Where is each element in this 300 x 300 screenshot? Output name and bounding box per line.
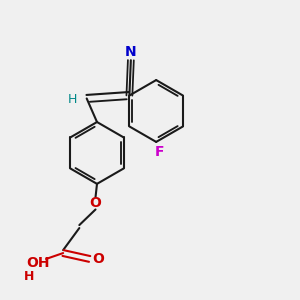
Text: H: H <box>67 93 77 106</box>
Text: H: H <box>24 270 34 283</box>
Text: OH: OH <box>26 256 50 270</box>
Text: O: O <box>90 196 101 210</box>
Text: N: N <box>125 45 137 59</box>
Text: F: F <box>154 145 164 159</box>
Text: O: O <box>92 252 104 266</box>
